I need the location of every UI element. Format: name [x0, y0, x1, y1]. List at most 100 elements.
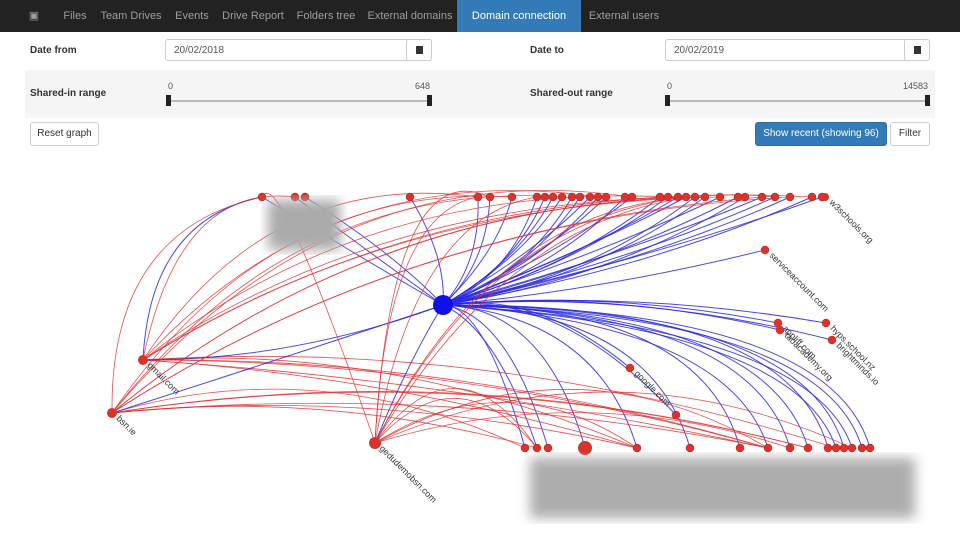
node — [300, 192, 310, 202]
node — [690, 192, 700, 202]
nav-item[interactable]: Folders tree — [296, 10, 356, 22]
edge — [442, 304, 863, 449]
edge — [442, 304, 586, 449]
node — [107, 408, 117, 418]
nav-item[interactable]: Team Drives — [100, 10, 162, 22]
range-min: 0 — [667, 81, 673, 91]
node — [663, 192, 673, 202]
node — [828, 336, 836, 344]
filter-button[interactable]: Filter — [890, 122, 930, 146]
node — [865, 443, 875, 453]
edge — [111, 391, 809, 449]
node — [520, 443, 530, 453]
edge — [442, 196, 687, 306]
slider-track — [667, 100, 929, 102]
node — [585, 192, 595, 202]
edge — [142, 359, 769, 449]
recent-dropdown[interactable]: Show recent (showing 96) — [755, 122, 887, 146]
node — [681, 192, 691, 202]
node — [847, 443, 857, 453]
node — [831, 443, 841, 453]
node-label: serviceaccount.com — [768, 250, 831, 313]
edge — [111, 402, 769, 449]
nav-item[interactable]: Drive Report — [222, 10, 284, 22]
node — [627, 192, 637, 202]
node — [673, 192, 683, 202]
node — [593, 192, 603, 202]
edge — [142, 359, 769, 449]
node — [770, 192, 780, 202]
node — [761, 246, 769, 254]
calendar-button[interactable] — [406, 39, 432, 61]
nav-item-active[interactable]: Domain connection graph — [457, 0, 581, 54]
node-label: google.com — [633, 368, 673, 408]
range-panel — [25, 70, 935, 118]
edge — [374, 196, 687, 444]
node — [807, 192, 817, 202]
calendar-button[interactable] — [904, 39, 930, 61]
node — [405, 192, 415, 202]
node — [822, 319, 830, 327]
edge — [442, 304, 769, 449]
edge — [142, 304, 444, 361]
nav-item[interactable]: External domains — [367, 10, 453, 22]
slider-handle[interactable] — [665, 95, 670, 106]
edge — [442, 304, 538, 449]
edge — [442, 304, 741, 449]
reset-button[interactable]: Reset graph — [30, 122, 99, 146]
node — [632, 443, 642, 453]
edge — [442, 304, 549, 449]
node — [575, 192, 585, 202]
node — [507, 192, 517, 202]
node — [823, 443, 833, 453]
node — [532, 443, 542, 453]
node — [626, 364, 634, 372]
edge — [374, 304, 444, 444]
node — [473, 192, 483, 202]
node — [578, 441, 592, 455]
edge — [442, 304, 809, 449]
node — [290, 192, 300, 202]
edge — [142, 359, 769, 449]
node-label: w3schools.org — [827, 197, 875, 245]
edge — [111, 196, 687, 414]
node — [821, 193, 829, 201]
node — [655, 192, 665, 202]
redacted-area — [530, 458, 915, 518]
edge — [442, 304, 837, 449]
edge — [374, 388, 769, 449]
field-label: Shared-in range — [30, 88, 107, 99]
edge — [442, 196, 513, 306]
node — [774, 319, 782, 327]
edge — [374, 196, 696, 444]
slider-track — [168, 100, 430, 102]
edge — [374, 412, 791, 449]
node — [138, 355, 148, 365]
node — [601, 192, 611, 202]
slider-handle[interactable] — [166, 95, 171, 106]
node — [785, 443, 795, 453]
edge — [442, 196, 479, 306]
edge — [142, 196, 687, 361]
slider-handle[interactable] — [925, 95, 930, 106]
node — [839, 443, 849, 453]
drive-icon[interactable]: ▣ — [28, 10, 40, 22]
redacted-area — [268, 200, 340, 250]
field-label: Shared-out range — [530, 88, 613, 99]
nav-item[interactable]: External users — [588, 10, 660, 22]
edge — [111, 304, 444, 414]
node — [776, 326, 784, 334]
nav-item[interactable]: Events — [175, 10, 209, 22]
slider-handle[interactable] — [427, 95, 432, 106]
edge — [442, 304, 526, 449]
edge — [442, 196, 607, 306]
edge — [409, 196, 444, 306]
field-label: Date to — [530, 45, 564, 56]
edge — [374, 194, 776, 444]
edge — [442, 249, 766, 306]
edge — [142, 355, 837, 449]
edge — [442, 304, 871, 449]
node-label: taoacademy.org — [783, 330, 835, 382]
nav-item[interactable]: Files — [63, 10, 87, 22]
